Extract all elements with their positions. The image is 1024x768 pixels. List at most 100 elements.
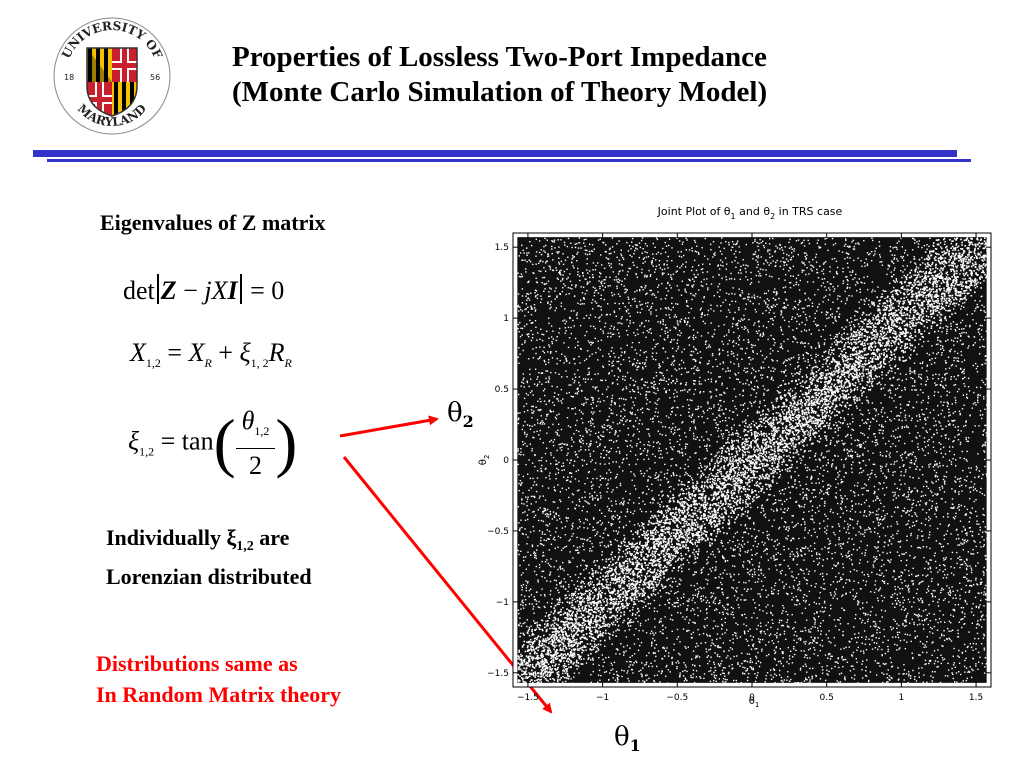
noise-point <box>768 311 770 314</box>
noise-point <box>933 394 935 397</box>
noise-point <box>779 474 782 476</box>
noise-point <box>882 387 885 389</box>
noise-point <box>765 326 768 329</box>
noise-point <box>985 330 988 332</box>
noise-point <box>531 308 534 310</box>
noise-point <box>940 591 942 594</box>
noise-point <box>796 682 798 684</box>
noise-point <box>931 578 933 580</box>
noise-point <box>895 364 897 366</box>
noise-point <box>567 508 569 510</box>
noise-point <box>817 478 819 480</box>
noise-point <box>549 593 551 596</box>
noise-point <box>722 667 725 669</box>
noise-point <box>929 252 931 254</box>
noise-point <box>895 636 897 638</box>
noise-point <box>538 642 541 645</box>
noise-point <box>575 470 577 473</box>
noise-point <box>546 601 549 604</box>
noise-point <box>683 348 686 350</box>
noise-point <box>875 623 877 625</box>
noise-point <box>731 418 734 420</box>
noise-point <box>592 592 594 594</box>
noise-point <box>967 261 969 263</box>
noise-point <box>609 276 611 278</box>
noise-point <box>867 613 869 616</box>
noise-point <box>673 602 676 604</box>
noise-point <box>873 418 875 420</box>
noise-point <box>804 360 806 362</box>
noise-point <box>724 621 726 624</box>
noise-point <box>934 450 936 452</box>
noise-point <box>686 529 688 531</box>
noise-point <box>713 674 716 676</box>
noise-point <box>927 340 929 342</box>
noise-point <box>852 417 854 420</box>
noise-point <box>533 554 536 556</box>
noise-point <box>592 529 594 531</box>
noise-point <box>523 670 525 673</box>
noise-point <box>743 623 745 625</box>
noise-point <box>808 629 810 631</box>
noise-point <box>783 319 786 322</box>
title-line-2: (Monte Carlo Simulation of Theory Model) <box>232 76 768 108</box>
noise-point <box>903 274 905 277</box>
noise-point <box>671 448 673 450</box>
noise-point <box>793 284 795 287</box>
noise-point <box>966 603 968 605</box>
noise-point <box>927 568 929 570</box>
noise-point <box>675 536 677 538</box>
noise-point <box>754 253 756 255</box>
noise-point <box>755 255 758 258</box>
noise-point <box>789 456 791 459</box>
noise-point <box>558 271 560 274</box>
noise-point <box>921 335 923 338</box>
noise-point <box>821 414 823 416</box>
noise-point <box>733 440 736 442</box>
noise-point <box>902 624 904 626</box>
noise-point <box>830 584 832 586</box>
noise-point <box>646 451 649 453</box>
noise-point <box>929 237 931 240</box>
noise-point <box>739 295 742 297</box>
noise-point <box>696 582 698 585</box>
noise-point <box>814 682 816 685</box>
noise-point <box>670 431 672 433</box>
noise-point <box>941 634 943 637</box>
noise-point <box>792 515 794 517</box>
noise-point <box>736 599 738 601</box>
noise-point <box>540 619 543 621</box>
noise-point <box>946 401 948 403</box>
noise-point <box>576 317 578 319</box>
noise-point <box>925 518 927 520</box>
noise-point <box>827 249 829 251</box>
noise-point <box>595 289 598 291</box>
noise-point <box>798 481 801 483</box>
noise-point <box>852 491 855 493</box>
noise-point <box>917 443 919 445</box>
noise-point <box>602 611 604 613</box>
noise-point <box>685 384 687 386</box>
noise-point <box>706 617 708 619</box>
noise-point <box>804 529 806 531</box>
noise-point <box>692 432 695 435</box>
noise-point <box>856 388 859 391</box>
noise-point <box>887 264 889 266</box>
noise-point <box>531 417 533 419</box>
noise-point <box>741 358 743 360</box>
noise-point <box>604 326 606 328</box>
noise-point <box>983 514 985 516</box>
noise-point <box>770 485 772 487</box>
noise-point <box>677 324 679 326</box>
eq3-theta: θ <box>241 406 255 435</box>
noise-point <box>763 246 766 249</box>
noise-point <box>736 682 738 684</box>
noise-point <box>542 638 544 640</box>
noise-point <box>591 581 593 583</box>
noise-point <box>883 575 885 577</box>
noise-point <box>568 384 570 386</box>
eq2-x: X <box>130 338 146 367</box>
noise-point <box>735 266 737 268</box>
noise-point <box>679 498 682 500</box>
noise-point <box>595 264 597 267</box>
